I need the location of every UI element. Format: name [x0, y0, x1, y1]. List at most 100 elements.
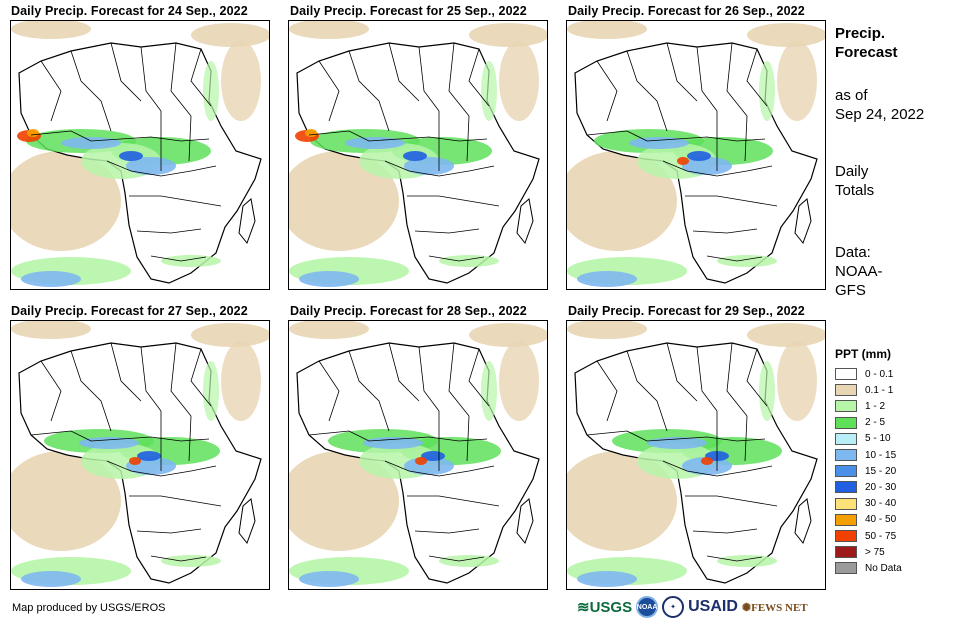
rainfall-area [577, 571, 637, 587]
rainfall-area [11, 321, 91, 339]
forecast-map-26-sep [566, 20, 826, 290]
rainfall-area [11, 451, 121, 551]
rainfall-area [161, 555, 221, 567]
legend-item: 40 - 50 [835, 513, 896, 527]
country-border [348, 50, 390, 132]
rainfall-area [701, 457, 713, 465]
country-border [384, 160, 495, 177]
legend-label: 0 - 0.1 [865, 368, 894, 380]
legend-label: > 75 [865, 546, 885, 558]
legend-label: 20 - 30 [865, 481, 897, 493]
forecast-map-28-sep [288, 320, 548, 590]
rainfall-area [119, 151, 143, 161]
legend-swatch [835, 368, 857, 380]
country-border [685, 195, 778, 207]
noaa-logo: NOAA [636, 596, 659, 618]
legend-label: 15 - 20 [865, 465, 897, 477]
rainfall-area [629, 137, 689, 149]
rainfall-area [439, 255, 499, 267]
totals-line-1: Daily [835, 163, 869, 180]
rainfall-area [717, 555, 777, 567]
rainfall-area [299, 571, 359, 587]
rainfall-area [682, 457, 732, 475]
legend-label: No Data [865, 562, 902, 574]
side-title-line-1: Precip. [835, 25, 886, 42]
rainfall-area [221, 41, 261, 121]
legend-swatch [835, 432, 857, 445]
country-border [407, 495, 500, 507]
side-title-line-2: Forecast [835, 44, 898, 61]
country-border [40, 360, 62, 422]
country-border [662, 160, 773, 177]
rainfall-area [21, 571, 81, 587]
country-border [40, 60, 62, 122]
usgs-logo: ≋USGS [577, 599, 633, 616]
map-credit: Map produced by USGS/EROS [12, 602, 166, 614]
rainfall-area [403, 151, 427, 161]
rainfall-area [161, 255, 221, 267]
country-border [596, 360, 618, 422]
madagascar-outline [238, 198, 256, 245]
country-border [308, 130, 488, 142]
rainfall-area [203, 61, 219, 121]
panel-title-6: Daily Precip. Forecast for 29 Sep., 2022 [568, 304, 805, 318]
africa-precip-map [11, 21, 269, 287]
country-border [662, 460, 773, 477]
country-border [110, 42, 142, 102]
forecast-map-27-sep [10, 320, 270, 590]
country-border [318, 60, 340, 122]
rainfall-area [567, 451, 677, 551]
legend-label: 50 - 75 [865, 530, 897, 542]
africa-precip-map [567, 21, 825, 287]
country-border [129, 195, 222, 207]
country-border [318, 360, 340, 422]
rainfall-area [191, 323, 269, 347]
country-border [744, 415, 748, 462]
country-border [626, 350, 668, 432]
rainfall-area [567, 321, 647, 339]
rainfall-area [687, 151, 711, 161]
country-border [744, 115, 748, 162]
legend-label: 1 - 2 [865, 400, 886, 412]
country-border [188, 115, 192, 162]
legend-swatch [835, 562, 857, 575]
country-border [188, 415, 192, 462]
country-border [696, 46, 718, 112]
legend-item: 5 - 10 [835, 432, 891, 446]
country-border [388, 42, 420, 102]
rainfall-area [363, 437, 423, 449]
country-border [407, 195, 500, 207]
forecast-map-29-sep [566, 320, 826, 590]
country-border [170, 342, 192, 417]
rainfall-area [759, 61, 775, 121]
rainfall-area [289, 321, 369, 339]
forecast-map-25-sep [288, 20, 548, 290]
rainfall-area [717, 255, 777, 267]
legend-swatch [835, 546, 857, 559]
rainfall-area [305, 129, 317, 137]
country-border [150, 555, 207, 562]
country-border [666, 342, 698, 402]
rainfall-area [567, 21, 647, 39]
country-border [418, 46, 440, 112]
rainfall-area [126, 157, 176, 175]
panel-title-1: Daily Precip. Forecast for 24 Sep., 2022 [11, 4, 248, 18]
rainfall-area [682, 157, 732, 175]
rainfall-area [759, 361, 775, 421]
country-border [414, 528, 480, 534]
legend-item: 2 - 5 [835, 416, 885, 430]
legend-label: 30 - 40 [865, 498, 897, 510]
data-source-line-2: NOAA- [835, 263, 883, 280]
country-border [626, 50, 668, 132]
country-border [428, 255, 485, 262]
country-border [746, 348, 768, 407]
legend-label: 2 - 5 [865, 417, 886, 429]
legend-swatch [835, 400, 857, 413]
country-border [308, 430, 488, 442]
rainfall-area [129, 457, 141, 465]
rainfall-area [677, 157, 689, 165]
country-border [110, 342, 142, 402]
rainfall-area [27, 129, 39, 137]
rainfall-area [11, 151, 121, 251]
legend-item: 0.1 - 1 [835, 383, 893, 397]
